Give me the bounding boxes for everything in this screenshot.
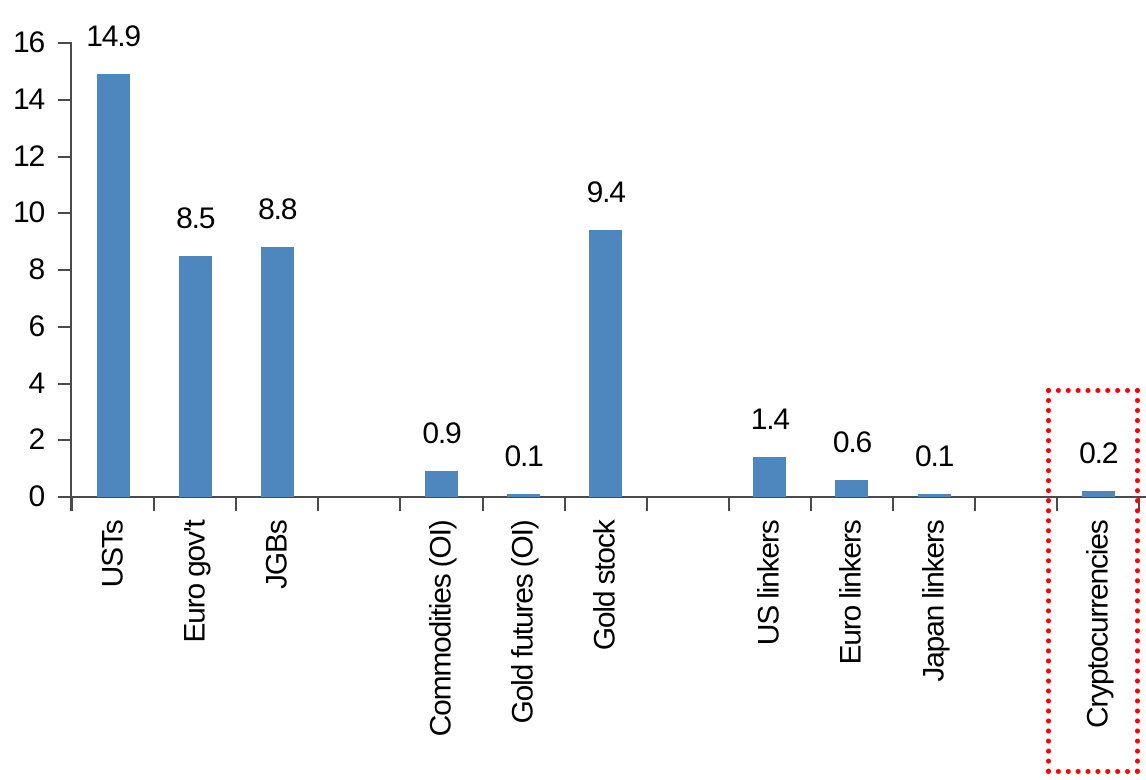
y-tick-mark (58, 325, 72, 328)
y-axis-tick-label: 14 (13, 82, 45, 116)
x-tick-mark (974, 497, 977, 511)
bar-value-label: 9.4 (586, 176, 626, 210)
bar (589, 230, 623, 497)
bar (507, 494, 541, 497)
bar-value-label: 0.6 (832, 425, 872, 459)
bar (753, 457, 787, 497)
y-tick-mark (58, 98, 72, 101)
bar-value-label: 14.9 (86, 20, 141, 54)
bar (96, 74, 130, 497)
category-label: Commodities (OI) (424, 520, 458, 736)
highlight-box (1046, 388, 1141, 774)
category-label: Euro linkers (834, 520, 868, 664)
x-tick-mark (71, 497, 73, 511)
bar (917, 494, 951, 497)
bar-value-label: 8.5 (176, 201, 215, 235)
bar-value-label: 0.1 (504, 440, 543, 474)
y-tick-mark (58, 212, 72, 215)
x-tick-mark (563, 497, 566, 511)
y-axis-tick-label: 12 (13, 139, 45, 173)
y-axis-tick-label: 2 (28, 423, 46, 457)
y-tick-mark (58, 42, 72, 44)
x-tick-mark (892, 497, 894, 511)
bar-value-label: 8.8 (258, 193, 297, 227)
y-tick-mark (58, 155, 72, 158)
y-axis-tick-label: 8 (28, 253, 46, 286)
bar (835, 479, 869, 497)
y-tick-mark (58, 382, 72, 385)
y-axis-tick-label: 0 (28, 480, 46, 513)
category-label: US linkers (752, 520, 786, 645)
x-tick-mark (481, 497, 484, 511)
y-axis-tick-label: 10 (13, 196, 45, 230)
bar-value-label: 1.4 (750, 403, 790, 437)
category-label: Euro gov't (178, 520, 212, 643)
bar-value-label: 0.1 (914, 440, 954, 474)
y-axis-line (70, 43, 72, 511)
x-tick-mark (645, 497, 648, 511)
bar (424, 471, 458, 497)
bar (178, 255, 212, 497)
category-label: USTs (96, 520, 130, 587)
y-tick-mark (58, 496, 72, 498)
x-tick-mark (809, 497, 812, 511)
x-tick-mark (317, 497, 320, 511)
bar-value-label: 0.2 (1079, 437, 1118, 471)
category-label: Gold stock (588, 520, 622, 650)
y-axis-tick-label: 6 (28, 309, 46, 343)
bar-value-label: 0.9 (422, 417, 461, 451)
bar (1081, 491, 1115, 497)
x-tick-mark (235, 497, 238, 511)
x-tick-mark (727, 497, 730, 511)
x-tick-mark (1056, 497, 1059, 511)
bar (260, 247, 294, 497)
y-tick-mark (58, 439, 72, 442)
category-label: Japan linkers (917, 520, 951, 682)
x-axis-line (70, 496, 1146, 498)
x-tick-mark (399, 497, 402, 511)
category-label: Gold futures (OI) (506, 520, 540, 724)
y-tick-mark (58, 269, 72, 271)
y-axis-tick-label: 4 (28, 366, 46, 400)
y-axis-tick-label: 16 (13, 26, 45, 59)
category-label: JGBs (260, 520, 294, 589)
x-tick-mark (153, 497, 156, 511)
